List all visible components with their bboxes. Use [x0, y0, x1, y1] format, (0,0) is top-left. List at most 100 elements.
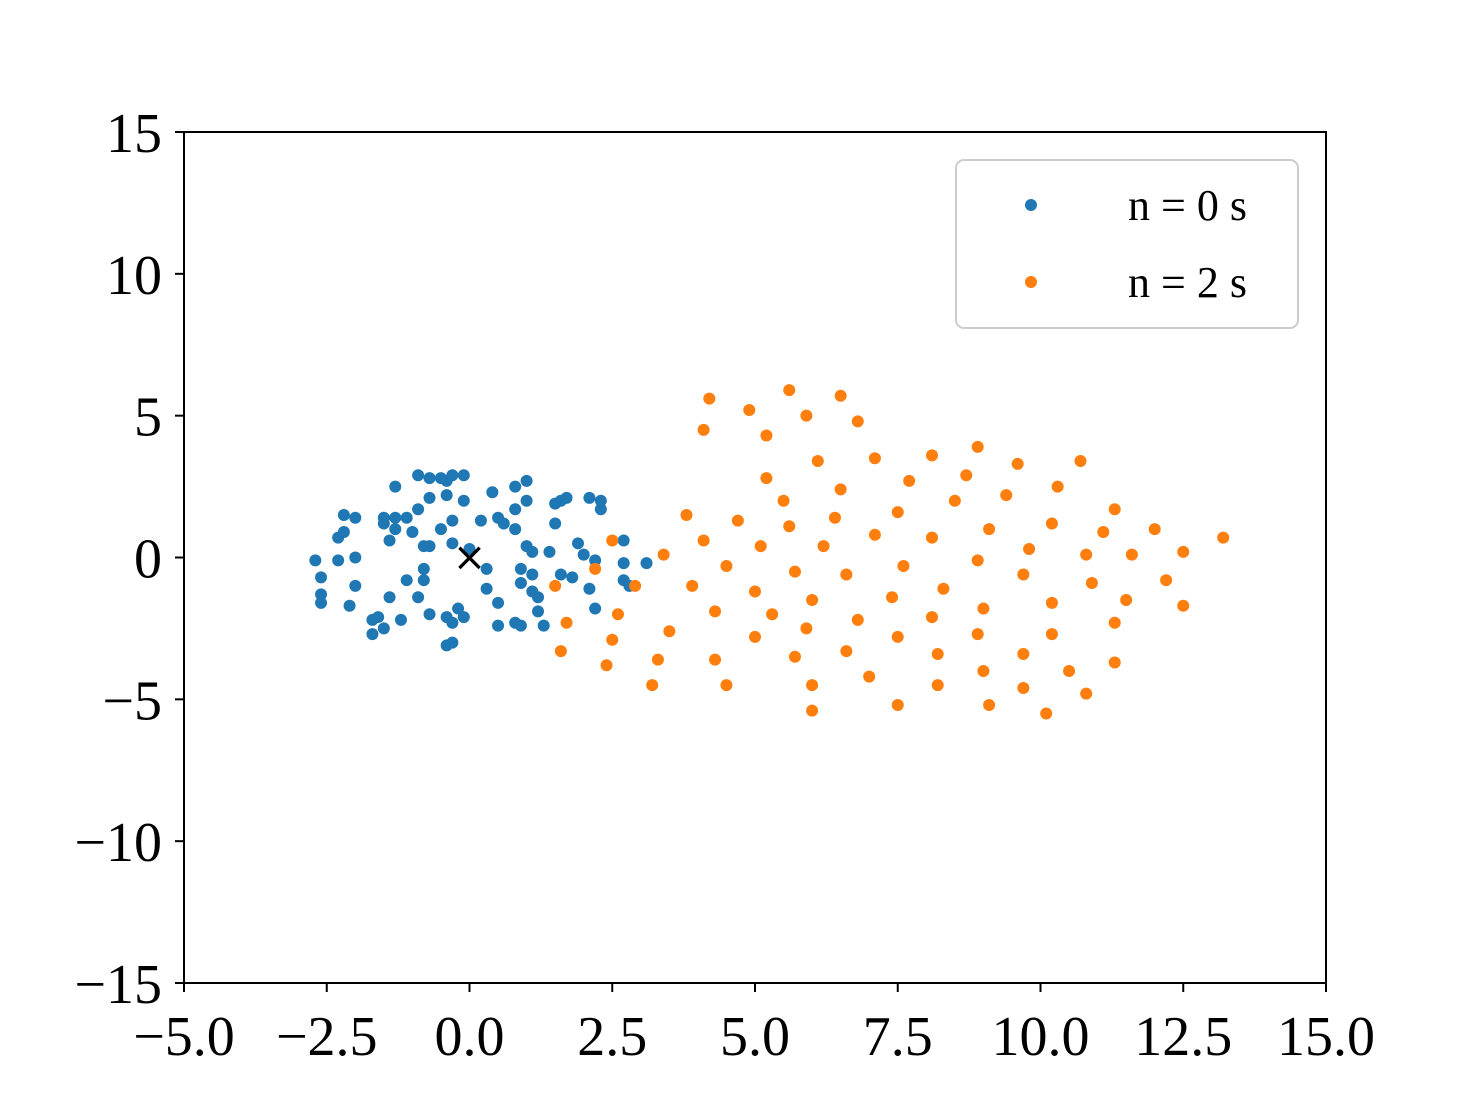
- series-1-point: [1045, 517, 1058, 530]
- series-0-point: [497, 517, 510, 530]
- series-1-point: [840, 568, 853, 581]
- series-0-point: [520, 474, 533, 487]
- series-1-point: [606, 633, 619, 646]
- series-1-point: [1080, 687, 1093, 700]
- series-0-point: [412, 503, 425, 516]
- series-0-point: [440, 489, 453, 502]
- series-1-point: [686, 579, 699, 592]
- series-0-point: [400, 511, 413, 524]
- x-tick-label: −2.5: [276, 1006, 378, 1068]
- series-1-point: [971, 554, 984, 567]
- series-1-point: [903, 474, 916, 487]
- series-0-point: [446, 636, 459, 649]
- series-0-point: [537, 619, 550, 632]
- series-0-point: [349, 551, 362, 564]
- series-1-point: [931, 647, 944, 660]
- points-layer: [309, 384, 1230, 720]
- series-1-point: [703, 392, 716, 405]
- x-tick-label: 15.0: [1277, 1006, 1375, 1068]
- y-tick-label: 10: [106, 245, 162, 307]
- series-0-point: [617, 534, 630, 547]
- series-1-point: [788, 565, 801, 578]
- series-1-point: [800, 409, 813, 422]
- series-1-point: [554, 645, 567, 658]
- series-0-point: [366, 628, 379, 641]
- series-1-point: [971, 628, 984, 641]
- series-0-point: [309, 554, 322, 567]
- series-1-point: [766, 608, 779, 621]
- x-axis: −5.0 −2.5 0.0 2.5 5.0 7.5 10.0 12.5 15.0: [133, 983, 1375, 1068]
- series-0-point: [394, 613, 407, 626]
- series-0-point: [492, 619, 505, 632]
- series-0-point: [383, 591, 396, 604]
- series-1-point: [1177, 545, 1190, 558]
- series-0-point: [492, 596, 505, 609]
- series-1-point: [806, 704, 819, 717]
- series-0-point: [349, 579, 362, 592]
- series-0-point: [594, 503, 607, 516]
- series-1-point: [926, 531, 939, 544]
- series-0-point: [526, 568, 539, 581]
- series-0-point: [446, 616, 459, 629]
- series-1-point: [663, 625, 676, 638]
- series-1-point: [817, 540, 830, 553]
- series-0-point: [457, 611, 470, 624]
- marker-layer: ×: [453, 535, 487, 581]
- series-1-point: [720, 560, 733, 573]
- series-1-point: [709, 653, 722, 666]
- series-0-point: [486, 486, 499, 499]
- series-1-point: [1045, 628, 1058, 641]
- series-0-point: [332, 554, 345, 567]
- x-tick-label: 5.0: [720, 1006, 790, 1068]
- series-0-point: [434, 523, 447, 536]
- legend-marker: [1025, 199, 1037, 211]
- origin-x-marker: ×: [453, 535, 487, 581]
- legend-label: n = 0 s: [1128, 181, 1247, 230]
- series-0-point: [457, 469, 470, 482]
- series-1-point: [1120, 594, 1133, 607]
- series-1-point: [1023, 542, 1036, 555]
- series-0-point: [412, 591, 425, 604]
- series-1-point: [868, 528, 881, 541]
- legend-label: n = 2 s: [1128, 258, 1247, 307]
- series-1-point: [731, 514, 744, 527]
- series-1-point: [891, 630, 904, 643]
- series-1-point: [549, 579, 562, 592]
- legend-box: [955, 159, 1299, 329]
- series-1-point: [749, 585, 761, 598]
- series-1-point: [606, 534, 619, 547]
- legend-marker: [1025, 276, 1037, 288]
- series-1-point: [760, 472, 773, 485]
- series-0-point: [389, 523, 402, 536]
- series-1-point: [868, 452, 881, 465]
- series-1-point: [891, 699, 904, 712]
- series-1-point: [983, 523, 996, 536]
- series-1-point: [560, 616, 573, 629]
- series-1-point: [646, 679, 659, 692]
- series-1-point: [1085, 577, 1098, 590]
- series-1-point: [851, 613, 864, 626]
- series-1-point: [788, 650, 801, 663]
- series-0-point: [423, 608, 436, 621]
- series-1-point: [1017, 568, 1030, 581]
- series-0-point: [377, 622, 390, 635]
- series-1-point: [1080, 548, 1093, 561]
- series-1-point: [926, 449, 939, 462]
- series-0-point: [520, 494, 533, 507]
- series-0-point: [383, 534, 396, 547]
- y-tick-label: −5: [102, 670, 162, 732]
- series-1-point: [1108, 616, 1121, 629]
- series-1-point: [651, 653, 664, 666]
- series-1-point: [1017, 647, 1030, 660]
- series-0-point: [452, 602, 465, 615]
- series-1-point: [1108, 503, 1121, 516]
- series-0-point: [583, 491, 596, 504]
- series-1-point: [863, 670, 876, 683]
- series-0-point: [423, 472, 436, 485]
- series-1-point: [754, 540, 767, 553]
- series-1-point: [783, 520, 796, 533]
- series-1-point: [760, 429, 773, 442]
- series-0-point: [349, 511, 362, 524]
- series-1-point: [971, 440, 984, 453]
- series-0-point: [315, 596, 328, 609]
